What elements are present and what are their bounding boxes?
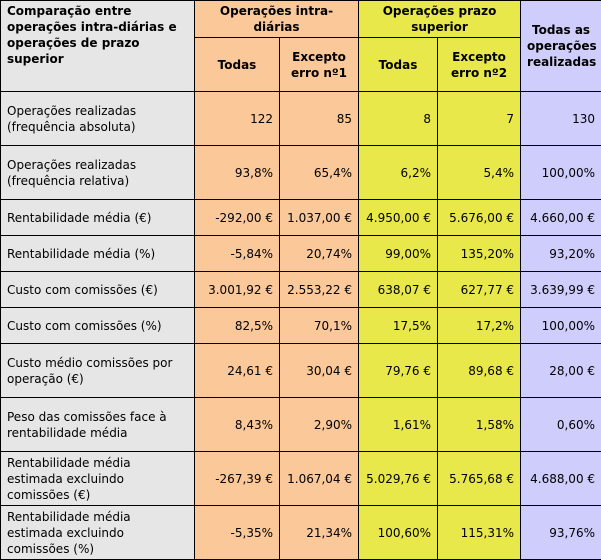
- cell-intraday-except: 30,04 €: [280, 344, 359, 398]
- cell-all-operations: 3.639,99 €: [521, 272, 601, 308]
- cell-intraday-all: 122: [195, 92, 280, 146]
- cell-intraday-all: -267,39 €: [195, 452, 280, 506]
- cell-all-operations: 28,00 €: [521, 344, 601, 398]
- subheader-intraday-except-error1: Excepto erro nº1: [280, 38, 359, 92]
- row-label: Custo com comissões (%): [1, 308, 195, 344]
- cell-longer-term-except: 627,77 €: [438, 272, 521, 308]
- cell-intraday-except: 21,34%: [280, 506, 359, 560]
- cell-intraday-except: 65,4%: [280, 146, 359, 200]
- cell-all-operations: 4.688,00 €: [521, 452, 601, 506]
- table-title: Comparação entre operações intra-diárias…: [1, 1, 195, 92]
- group-header-intraday: Operações intra-diárias: [195, 1, 359, 38]
- table-row: Rentabilidade média estimada excluindo c…: [1, 506, 601, 560]
- cell-intraday-all: -292,00 €: [195, 200, 280, 236]
- cell-longer-term-except: 1,58%: [438, 398, 521, 452]
- cell-longer-term-except: 89,68 €: [438, 344, 521, 398]
- table-row: Operações realizadas (frequência relativ…: [1, 146, 601, 200]
- cell-longer-term-all: 4.950,00 €: [359, 200, 438, 236]
- cell-intraday-all: -5,84%: [195, 236, 280, 272]
- table-row: Custo com comissões (€) 3.001,92 € 2.553…: [1, 272, 601, 308]
- cell-longer-term-except: 5.676,00 €: [438, 200, 521, 236]
- table-row: Custo médio comissões por operação (€) 2…: [1, 344, 601, 398]
- row-label: Custo médio comissões por operação (€): [1, 344, 195, 398]
- cell-longer-term-except: 135,20%: [438, 236, 521, 272]
- cell-longer-term-except: 115,31%: [438, 506, 521, 560]
- row-label: Peso das comissões face à rentabilidade …: [1, 398, 195, 452]
- row-label: Custo com comissões (€): [1, 272, 195, 308]
- cell-intraday-except: 2.553,22 €: [280, 272, 359, 308]
- cell-all-operations: 100,00%: [521, 146, 601, 200]
- cell-intraday-except: 1.067,04 €: [280, 452, 359, 506]
- cell-all-operations: 93,76%: [521, 506, 601, 560]
- table-row: Rentabilidade média estimada excluindo c…: [1, 452, 601, 506]
- cell-longer-term-all: 6,2%: [359, 146, 438, 200]
- cell-intraday-except: 1.037,00 €: [280, 200, 359, 236]
- cell-intraday-all: -5,35%: [195, 506, 280, 560]
- cell-intraday-except: 70,1%: [280, 308, 359, 344]
- cell-longer-term-except: 17,2%: [438, 308, 521, 344]
- row-label: Operações realizadas (frequência absolut…: [1, 92, 195, 146]
- row-label: Operações realizadas (frequência relativ…: [1, 146, 195, 200]
- cell-intraday-all: 3.001,92 €: [195, 272, 280, 308]
- table-row: Operações realizadas (frequência absolut…: [1, 92, 601, 146]
- cell-longer-term-except: 5,4%: [438, 146, 521, 200]
- cell-intraday-all: 93,8%: [195, 146, 280, 200]
- cell-intraday-all: 24,61 €: [195, 344, 280, 398]
- row-label: Rentabilidade média (€): [1, 200, 195, 236]
- table-row: Rentabilidade média (%) -5,84% 20,74% 99…: [1, 236, 601, 272]
- cell-intraday-except: 2,90%: [280, 398, 359, 452]
- group-header-all-operations: Todas as operações realizadas: [521, 1, 601, 92]
- cell-intraday-all: 8,43%: [195, 398, 280, 452]
- cell-longer-term-all: 79,76 €: [359, 344, 438, 398]
- table-row: Custo com comissões (%) 82,5% 70,1% 17,5…: [1, 308, 601, 344]
- cell-longer-term-all: 638,07 €: [359, 272, 438, 308]
- cell-intraday-except: 85: [280, 92, 359, 146]
- row-label: Rentabilidade média estimada excluindo c…: [1, 452, 195, 506]
- subheader-intraday-all: Todas: [195, 38, 280, 92]
- group-header-longer-term: Operações prazo superior: [359, 1, 521, 38]
- subheader-longer-term-all: Todas: [359, 38, 438, 92]
- cell-all-operations: 100,00%: [521, 308, 601, 344]
- cell-all-operations: 4.660,00 €: [521, 200, 601, 236]
- cell-longer-term-all: 1,61%: [359, 398, 438, 452]
- cell-longer-term-all: 17,5%: [359, 308, 438, 344]
- table-row: Peso das comissões face à rentabilidade …: [1, 398, 601, 452]
- cell-longer-term-all: 8: [359, 92, 438, 146]
- cell-all-operations: 93,20%: [521, 236, 601, 272]
- cell-all-operations: 0,60%: [521, 398, 601, 452]
- cell-longer-term-except: 5.765,68 €: [438, 452, 521, 506]
- cell-intraday-except: 20,74%: [280, 236, 359, 272]
- cell-all-operations: 130: [521, 92, 601, 146]
- subheader-longer-term-except-error2: Excepto erro nº2: [438, 38, 521, 92]
- cell-longer-term-all: 5.029,76 €: [359, 452, 438, 506]
- table-row: Rentabilidade média (€) -292,00 € 1.037,…: [1, 200, 601, 236]
- cell-longer-term-all: 100,60%: [359, 506, 438, 560]
- cell-intraday-all: 82,5%: [195, 308, 280, 344]
- cell-longer-term-all: 99,00%: [359, 236, 438, 272]
- row-label: Rentabilidade média estimada excluindo c…: [1, 506, 195, 560]
- cell-longer-term-except: 7: [438, 92, 521, 146]
- row-label: Rentabilidade média (%): [1, 236, 195, 272]
